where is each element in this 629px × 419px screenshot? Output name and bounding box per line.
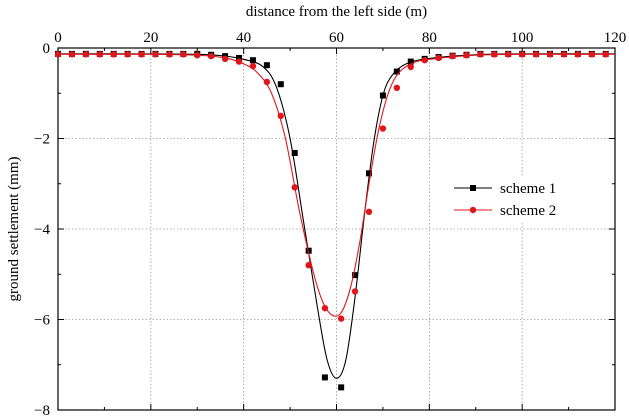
data-point-scheme-2 xyxy=(393,84,401,92)
data-point-scheme-2 xyxy=(54,51,62,58)
data-point-scheme-2 xyxy=(421,57,428,64)
data-point-scheme-2 xyxy=(518,51,526,58)
data-point-scheme-2 xyxy=(449,52,456,60)
data-point-scheme-1 xyxy=(277,81,284,88)
data-point-scheme-2 xyxy=(463,52,470,59)
data-point-scheme-2 xyxy=(305,262,312,269)
y-axis-title: ground settlement (mm) xyxy=(6,157,22,302)
data-point-scheme-1 xyxy=(338,384,345,391)
legend-label: scheme 1 xyxy=(500,181,556,197)
x-tick-label: 0 xyxy=(54,30,62,46)
data-point-scheme-2 xyxy=(321,304,329,312)
data-point-scheme-2 xyxy=(235,58,243,65)
data-point-scheme-2 xyxy=(491,51,498,58)
y-tick-label: −4 xyxy=(34,222,50,238)
legend-item-scheme-2: scheme 2 xyxy=(454,203,556,219)
y-tick-label: −2 xyxy=(34,132,50,148)
data-point-scheme-2 xyxy=(110,51,117,58)
y-tick-label: 0 xyxy=(43,41,51,57)
data-point-scheme-2 xyxy=(477,51,484,58)
series-scheme-2 xyxy=(54,51,616,322)
data-point-scheme-2 xyxy=(351,288,359,295)
x-tick-label: 120 xyxy=(604,30,627,46)
y-tick-label: −8 xyxy=(34,403,50,419)
data-point-scheme-2 xyxy=(194,52,201,59)
data-point-scheme-2 xyxy=(435,54,442,62)
data-point-scheme-1 xyxy=(407,58,414,65)
data-point-scheme-2 xyxy=(180,51,187,58)
data-point-scheme-2 xyxy=(263,78,271,86)
legend-items: scheme 1 scheme 2 xyxy=(454,181,556,219)
data-point-scheme-2 xyxy=(138,51,145,58)
data-point-scheme-1 xyxy=(263,62,270,69)
data-point-scheme-2 xyxy=(365,208,373,216)
data-point-scheme-1 xyxy=(249,57,256,64)
data-point-scheme-1 xyxy=(236,54,243,61)
data-point-scheme-2 xyxy=(152,51,159,58)
legend-label: scheme 2 xyxy=(500,203,556,219)
data-point-scheme-2 xyxy=(337,315,345,322)
data-point-scheme-2 xyxy=(574,51,582,58)
x-axis-title: distance from the left side (m) xyxy=(246,4,427,20)
x-tick-label: 20 xyxy=(143,30,158,46)
data-point-scheme-2 xyxy=(221,55,229,63)
x-tick-label: 60 xyxy=(329,30,344,46)
data-point-scheme-2 xyxy=(166,51,173,58)
tick-layer: 0 20 40 60 80 100 120 0 −2 −4 −6 −8 xyxy=(34,30,626,419)
data-point-scheme-2 xyxy=(96,51,103,58)
data-point-scheme-1 xyxy=(365,170,372,177)
data-point-scheme-2 xyxy=(602,51,609,58)
legend-swatch-marker xyxy=(470,185,476,191)
legend: scheme 1 scheme 2 xyxy=(452,176,570,222)
data-point-scheme-1 xyxy=(379,92,386,99)
data-point-scheme-2 xyxy=(505,51,512,58)
x-tick-label: 80 xyxy=(422,30,437,46)
data-point-scheme-2 xyxy=(82,51,90,58)
series-layer xyxy=(54,50,616,391)
data-point-scheme-2 xyxy=(68,51,76,58)
data-point-scheme-2 xyxy=(379,125,387,132)
legend-box xyxy=(452,176,570,222)
legend-swatch-marker xyxy=(469,206,477,214)
data-point-scheme-2 xyxy=(588,51,595,58)
data-point-scheme-2 xyxy=(560,51,568,58)
data-point-scheme-2 xyxy=(277,112,284,120)
grid-layer xyxy=(58,48,615,410)
data-point-scheme-2 xyxy=(546,51,554,58)
data-point-scheme-2 xyxy=(407,63,414,71)
data-point-scheme-1 xyxy=(352,272,359,279)
data-point-scheme-2 xyxy=(291,184,298,191)
x-tick-label: 100 xyxy=(511,30,534,46)
data-point-scheme-2 xyxy=(532,51,540,58)
data-point-scheme-1 xyxy=(291,149,298,156)
x-tick-label: 40 xyxy=(236,30,251,46)
data-point-scheme-1 xyxy=(393,68,400,75)
data-point-scheme-2 xyxy=(207,52,215,60)
data-point-scheme-2 xyxy=(249,62,257,70)
data-point-scheme-1 xyxy=(321,374,328,381)
legend-item-scheme-1: scheme 1 xyxy=(454,181,556,197)
y-tick-label: −6 xyxy=(34,313,50,329)
data-point-scheme-2 xyxy=(124,51,131,58)
